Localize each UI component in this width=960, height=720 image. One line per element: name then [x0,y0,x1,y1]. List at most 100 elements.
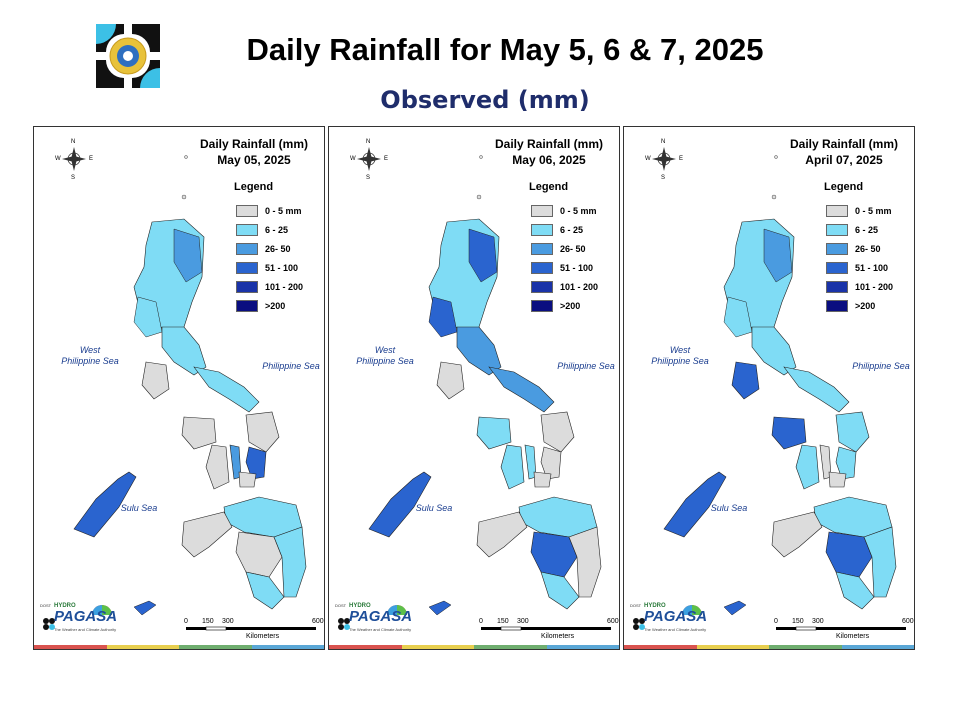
pagasa-brand: DOST HYDRO PAGASA The Weather and Climat… [335,603,412,643]
legend-title: Legend [529,181,569,193]
legend-label: 0 - 5 mm [265,206,302,216]
panel-title-line1: Daily Rainfall (mm) [789,137,899,151]
legend-item: 101 - 200 [531,279,598,295]
legend-swatch [236,205,258,217]
babuyan-islet [181,194,187,200]
brand-tagline: The Weather and Climate Authority [349,627,412,632]
brand-name: PAGASA [349,608,413,625]
legend-label: >200 [855,301,876,311]
panel-title-line1: Daily Rainfall (mm) [199,137,309,151]
negros-island [205,444,230,490]
luzon-west-region [428,296,458,338]
sulu-archipelago [133,600,157,616]
legend-swatch [236,300,258,312]
legend-title: Legend [234,181,274,193]
philippine-sea-label: Philippine Sea [852,361,910,371]
compass-w: W [645,156,651,162]
footer-colorbar [34,645,324,649]
panay-island [771,416,807,450]
panel-title-date: May 06, 2025 [512,153,586,167]
babuyan-islet [771,194,777,200]
scale-tick-300: 300 [812,618,824,625]
panel-title: Daily Rainfall (mm) May 05, 2025 [184,136,324,168]
compass-rose-icon [357,147,381,171]
legend-label: 26- 50 [265,244,291,254]
brand-name: PAGASA [54,608,118,625]
bicol-peninsula [783,366,850,413]
legend-item: 6 - 25 [531,222,583,238]
legend-swatch [531,205,553,217]
compass-w: W [55,156,61,162]
negros-island [795,444,820,490]
zamboanga-peninsula [476,511,528,558]
colorbar-segment [251,645,324,649]
legend-swatch [531,281,553,293]
legend-swatch [531,262,553,274]
legend-title: Legend [824,181,864,193]
bicol-peninsula [193,366,260,413]
legend-item: 6 - 25 [826,222,878,238]
sulu-sea-label: Sulu Sea [120,503,158,513]
compass-e: E [679,156,684,162]
colorbar-segment [106,645,179,649]
palawan-island [663,471,727,538]
panel-title-date: April 07, 2025 [805,153,883,167]
sulu-archipelago [428,600,452,616]
zamboanga-peninsula [181,511,233,558]
palawan-island [73,471,137,538]
brand-hydro: HYDRO [644,603,666,609]
colorbar-segment [696,645,769,649]
compass-n: N [71,139,76,145]
philippines-map [43,147,316,631]
scale-tick-600: 600 [902,618,914,625]
legend-swatch [826,262,848,274]
colorbar-segment [474,645,547,649]
philippine-sea-label: Philippine Sea [262,361,320,371]
legend-label: 26- 50 [560,244,586,254]
compass-s: S [366,175,371,181]
batanes-islet [184,155,188,159]
batanes-islet [479,155,483,159]
dost-logo-icon [633,618,645,630]
dost-logo-icon [338,618,350,630]
legend-item: 51 - 100 [531,260,593,276]
legend-item: 26- 50 [531,241,586,257]
bohol-island [828,471,847,488]
legend-label: 51 - 100 [560,263,594,273]
mindoro-island [731,361,760,400]
rainfall-map-panel-may-06: Daily Rainfall (mm) May 06, 2025 N S E W… [328,126,620,650]
legend-label: 51 - 100 [855,263,889,273]
leyte-island [835,446,857,480]
brand-hydro: HYDRO [349,603,371,609]
mindoro-island [141,361,170,400]
scale-tick-150: 150 [202,618,214,625]
legend-item: 0 - 5 mm [531,203,597,219]
legend-swatch [236,281,258,293]
batanes-islet [774,155,778,159]
zamboanga-peninsula [771,511,823,558]
mindanao-east-region [863,526,897,598]
scale-tick-150: 150 [497,618,509,625]
legend-item: >200 [826,298,875,314]
rainfall-map-panel-april-07: Daily Rainfall (mm) April 07, 2025 N S E… [623,126,915,650]
scale-unit: Kilometers [246,633,280,640]
legend-item: 0 - 5 mm [826,203,892,219]
mindanao-south-region [835,571,875,610]
legend-swatch [531,224,553,236]
luzon-west-region [133,296,163,338]
panel-title: Daily Rainfall (mm) April 07, 2025 [774,136,914,168]
samar-island [540,411,575,453]
compass-rose-icon [62,147,86,171]
scale-tick-150: 150 [792,618,804,625]
sulu-sea-label: Sulu Sea [415,503,453,513]
legend-swatch [826,224,848,236]
scale-bar [186,626,316,631]
colorbar-segment [546,645,619,649]
scale-tick-0: 0 [184,618,188,625]
pagasa-brand: DOST HYDRO PAGASA The Weather and Climat… [630,603,707,643]
legend-label: 0 - 5 mm [560,206,597,216]
scale-tick-300: 300 [517,618,529,625]
rainfall-map-panel-may-05: Daily Rainfall (mm) May 05, 2025 N S E W… [33,126,325,650]
panay-island [181,416,217,450]
legend-item: 0 - 5 mm [236,203,302,219]
